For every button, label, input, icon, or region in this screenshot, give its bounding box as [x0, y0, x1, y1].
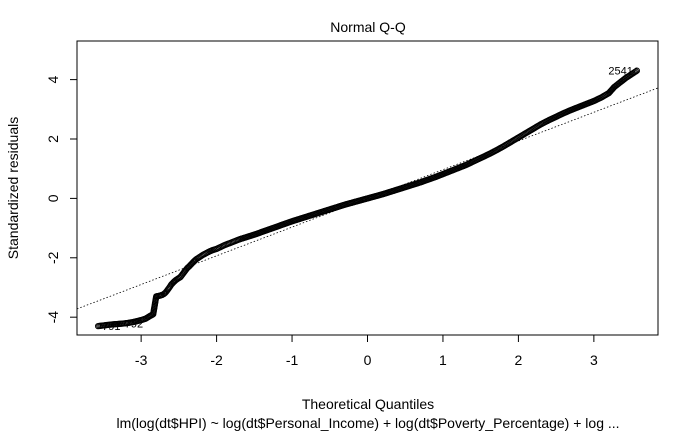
- y-tick-label: -4: [45, 311, 61, 324]
- point-id-label: 792: [125, 319, 143, 331]
- y-axis-title: Standardized residuals: [5, 117, 21, 259]
- x-axis-title: Theoretical Quantiles: [302, 396, 434, 412]
- y-axis: -4 -2 0 2 4: [45, 76, 78, 324]
- x-tick-label: -1: [286, 352, 299, 368]
- point-id-label: 2541: [608, 66, 632, 78]
- model-formula-subtitle: lm(log(dt$HPI) ~ log(dt$Personal_Income)…: [116, 415, 619, 431]
- x-axis: -3 -2 -1 0 1 2 3: [135, 334, 598, 368]
- x-tick-label: 1: [439, 352, 447, 368]
- chart-title: Normal Q-Q: [330, 19, 406, 35]
- y-tick-label: 2: [45, 135, 61, 143]
- x-tick-label: 0: [364, 352, 372, 368]
- x-tick-label: 3: [590, 352, 598, 368]
- point-labels-layer: 2541 791 792: [102, 66, 633, 333]
- qq-point: [633, 67, 641, 74]
- reference-line-layer: [76, 87, 659, 310]
- points-layer: [94, 67, 641, 330]
- y-tick-label: -2: [45, 251, 61, 264]
- point-id-label: 791: [102, 321, 120, 333]
- x-tick-label: -2: [210, 352, 223, 368]
- qq-point: [632, 68, 639, 75]
- x-tick-label: -3: [135, 352, 148, 368]
- y-tick-label: 4: [45, 76, 61, 84]
- qq-reference-line: [76, 87, 659, 310]
- y-tick-label: 0: [45, 194, 61, 202]
- x-tick-label: 2: [515, 352, 523, 368]
